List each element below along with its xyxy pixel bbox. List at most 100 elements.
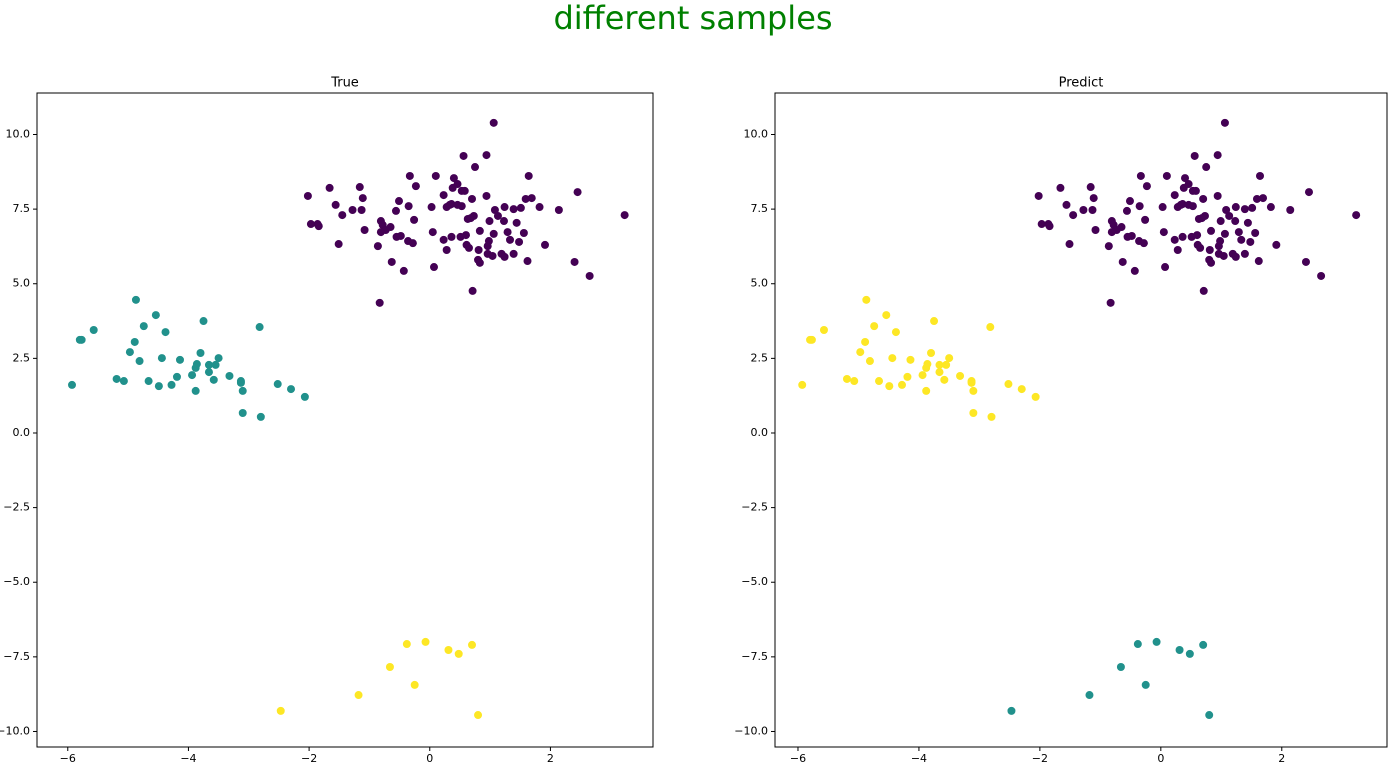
point xyxy=(850,377,859,386)
point xyxy=(897,380,906,389)
point xyxy=(392,232,401,241)
point xyxy=(238,386,247,395)
point xyxy=(375,298,384,307)
point xyxy=(442,246,451,255)
point xyxy=(1085,691,1094,700)
point xyxy=(447,232,456,241)
point xyxy=(1173,246,1182,255)
y-tick-label: 10.0 xyxy=(744,127,769,140)
point xyxy=(1219,251,1228,260)
point xyxy=(1231,252,1240,261)
subplot-title: Predict xyxy=(1059,76,1104,91)
point xyxy=(1231,217,1240,226)
point xyxy=(482,191,491,200)
point xyxy=(1222,206,1231,215)
y-tick-label: −5.0 xyxy=(741,575,768,588)
y-tick-label: −10.0 xyxy=(734,724,768,737)
x-tick-label: −2 xyxy=(1032,752,1048,765)
point xyxy=(1104,242,1113,251)
point xyxy=(256,412,265,421)
point xyxy=(585,271,594,280)
x-tick-label: 2 xyxy=(1278,752,1285,765)
point xyxy=(461,231,470,240)
point xyxy=(204,360,213,369)
point xyxy=(457,202,466,211)
point xyxy=(77,335,86,344)
point xyxy=(942,360,951,369)
point xyxy=(842,374,851,383)
point xyxy=(524,171,533,180)
point xyxy=(1062,200,1071,209)
point xyxy=(394,197,403,206)
y-tick-label: −2.5 xyxy=(741,501,768,514)
y-tick-label: 7.5 xyxy=(13,202,31,215)
point xyxy=(1266,203,1275,212)
point xyxy=(509,249,518,258)
point xyxy=(1141,680,1150,689)
point xyxy=(1031,392,1040,401)
point xyxy=(466,214,475,223)
point xyxy=(1079,206,1088,215)
x-tick-label: −4 xyxy=(180,752,196,765)
point xyxy=(1272,240,1281,249)
point xyxy=(67,380,76,389)
point xyxy=(444,645,453,654)
point xyxy=(516,203,525,212)
point xyxy=(1252,194,1261,203)
point xyxy=(483,242,492,251)
point xyxy=(1234,228,1243,237)
point xyxy=(373,242,382,251)
figure-title: different samples xyxy=(553,0,832,37)
point xyxy=(331,200,340,209)
point xyxy=(807,335,816,344)
point xyxy=(967,378,976,387)
point xyxy=(1205,246,1214,255)
point xyxy=(969,408,978,417)
point xyxy=(255,323,264,332)
point xyxy=(1256,171,1265,180)
point xyxy=(1056,183,1065,192)
point xyxy=(209,375,218,384)
point xyxy=(399,266,408,275)
point xyxy=(376,228,385,237)
point xyxy=(287,385,296,394)
point xyxy=(1136,171,1145,180)
point xyxy=(1162,171,1171,180)
point xyxy=(303,191,312,200)
point xyxy=(1243,218,1252,227)
point xyxy=(475,226,484,235)
point xyxy=(987,412,996,421)
point xyxy=(1135,202,1144,211)
point xyxy=(882,311,891,320)
point xyxy=(167,380,176,389)
axes-frame xyxy=(774,92,1388,748)
point xyxy=(819,326,828,335)
point xyxy=(1196,243,1205,252)
point xyxy=(391,206,400,215)
y-tick-label: −10.0 xyxy=(0,724,30,737)
point xyxy=(1116,663,1125,672)
point xyxy=(1213,191,1222,200)
point xyxy=(1207,226,1216,235)
point xyxy=(468,194,477,203)
point xyxy=(1091,226,1100,235)
point xyxy=(1193,231,1202,240)
point xyxy=(500,252,509,261)
point xyxy=(885,382,894,391)
point xyxy=(861,337,870,346)
point xyxy=(927,348,936,357)
point xyxy=(431,171,440,180)
point xyxy=(1202,163,1211,172)
point xyxy=(986,323,995,332)
point xyxy=(385,663,394,672)
point xyxy=(1159,228,1168,237)
point xyxy=(1207,258,1216,267)
point xyxy=(1178,232,1187,241)
point xyxy=(1301,257,1310,266)
point xyxy=(930,317,939,326)
point xyxy=(1123,232,1132,241)
point xyxy=(211,360,220,369)
point xyxy=(519,228,528,237)
point xyxy=(490,206,499,215)
point xyxy=(1007,706,1016,715)
